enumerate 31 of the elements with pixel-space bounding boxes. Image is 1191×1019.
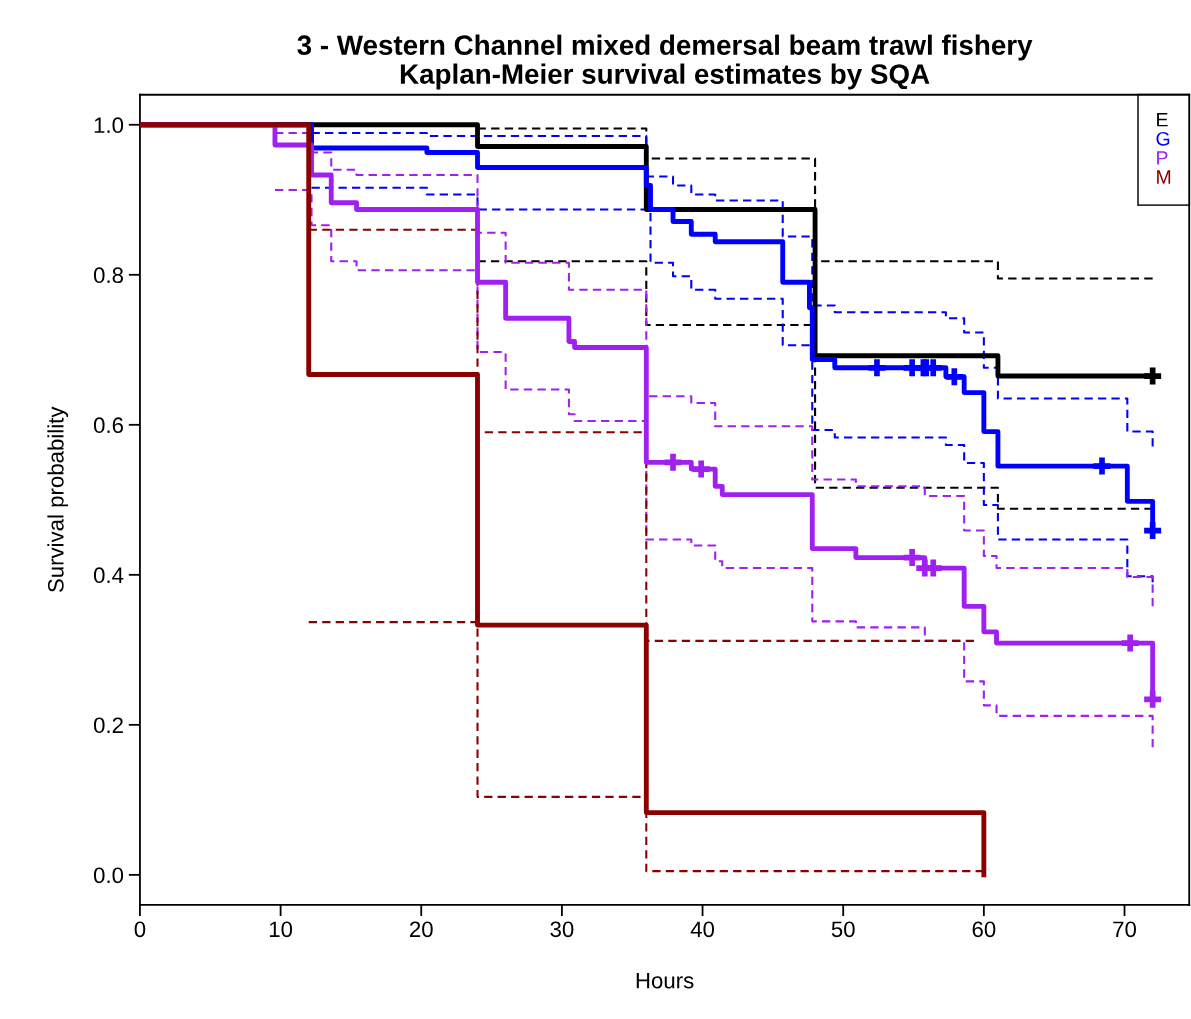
- point: [903, 549, 921, 567]
- x-tick-label: 0: [134, 921, 146, 938]
- y-tick-label: 0.8: [93, 267, 124, 284]
- point: [664, 453, 682, 471]
- y-tick-label: 0.2: [93, 717, 123, 734]
- text: P: [1157, 151, 1168, 165]
- y-tick-label: 0.4: [93, 567, 124, 584]
- text: E: [1157, 112, 1168, 127]
- x-axis-title: Hours: [636, 972, 694, 989]
- point: [1144, 690, 1162, 708]
- chart-title: 3 - Western Channel mixed demersal beam trawl fishery Kaplan-Meier survival estimates by SQA: [297, 34, 1033, 90]
- y-tick-label: 0.0: [93, 867, 124, 884]
- x-tick-label: 40: [690, 921, 715, 938]
- x-tick-label: 20: [410, 921, 433, 938]
- x-tick-label: 60: [972, 921, 996, 938]
- y-tick-label: 0.6: [93, 417, 123, 434]
- point: [1144, 367, 1162, 385]
- point: [945, 368, 963, 386]
- y-axis-title: Survival probability: [47, 406, 69, 593]
- x-tick-label: 30: [550, 921, 574, 938]
- point: [692, 460, 710, 478]
- x-tick-label: 10: [269, 921, 293, 938]
- point: [868, 359, 886, 377]
- y-tick-label: 1.0: [94, 117, 124, 134]
- text: G: [1156, 131, 1170, 146]
- text: M: [1157, 170, 1171, 184]
- point: [1144, 522, 1162, 540]
- x-tick-label: 50: [831, 921, 855, 938]
- point: [1121, 634, 1139, 652]
- point: [1093, 457, 1111, 475]
- x-tick-label: 70: [1113, 921, 1136, 938]
